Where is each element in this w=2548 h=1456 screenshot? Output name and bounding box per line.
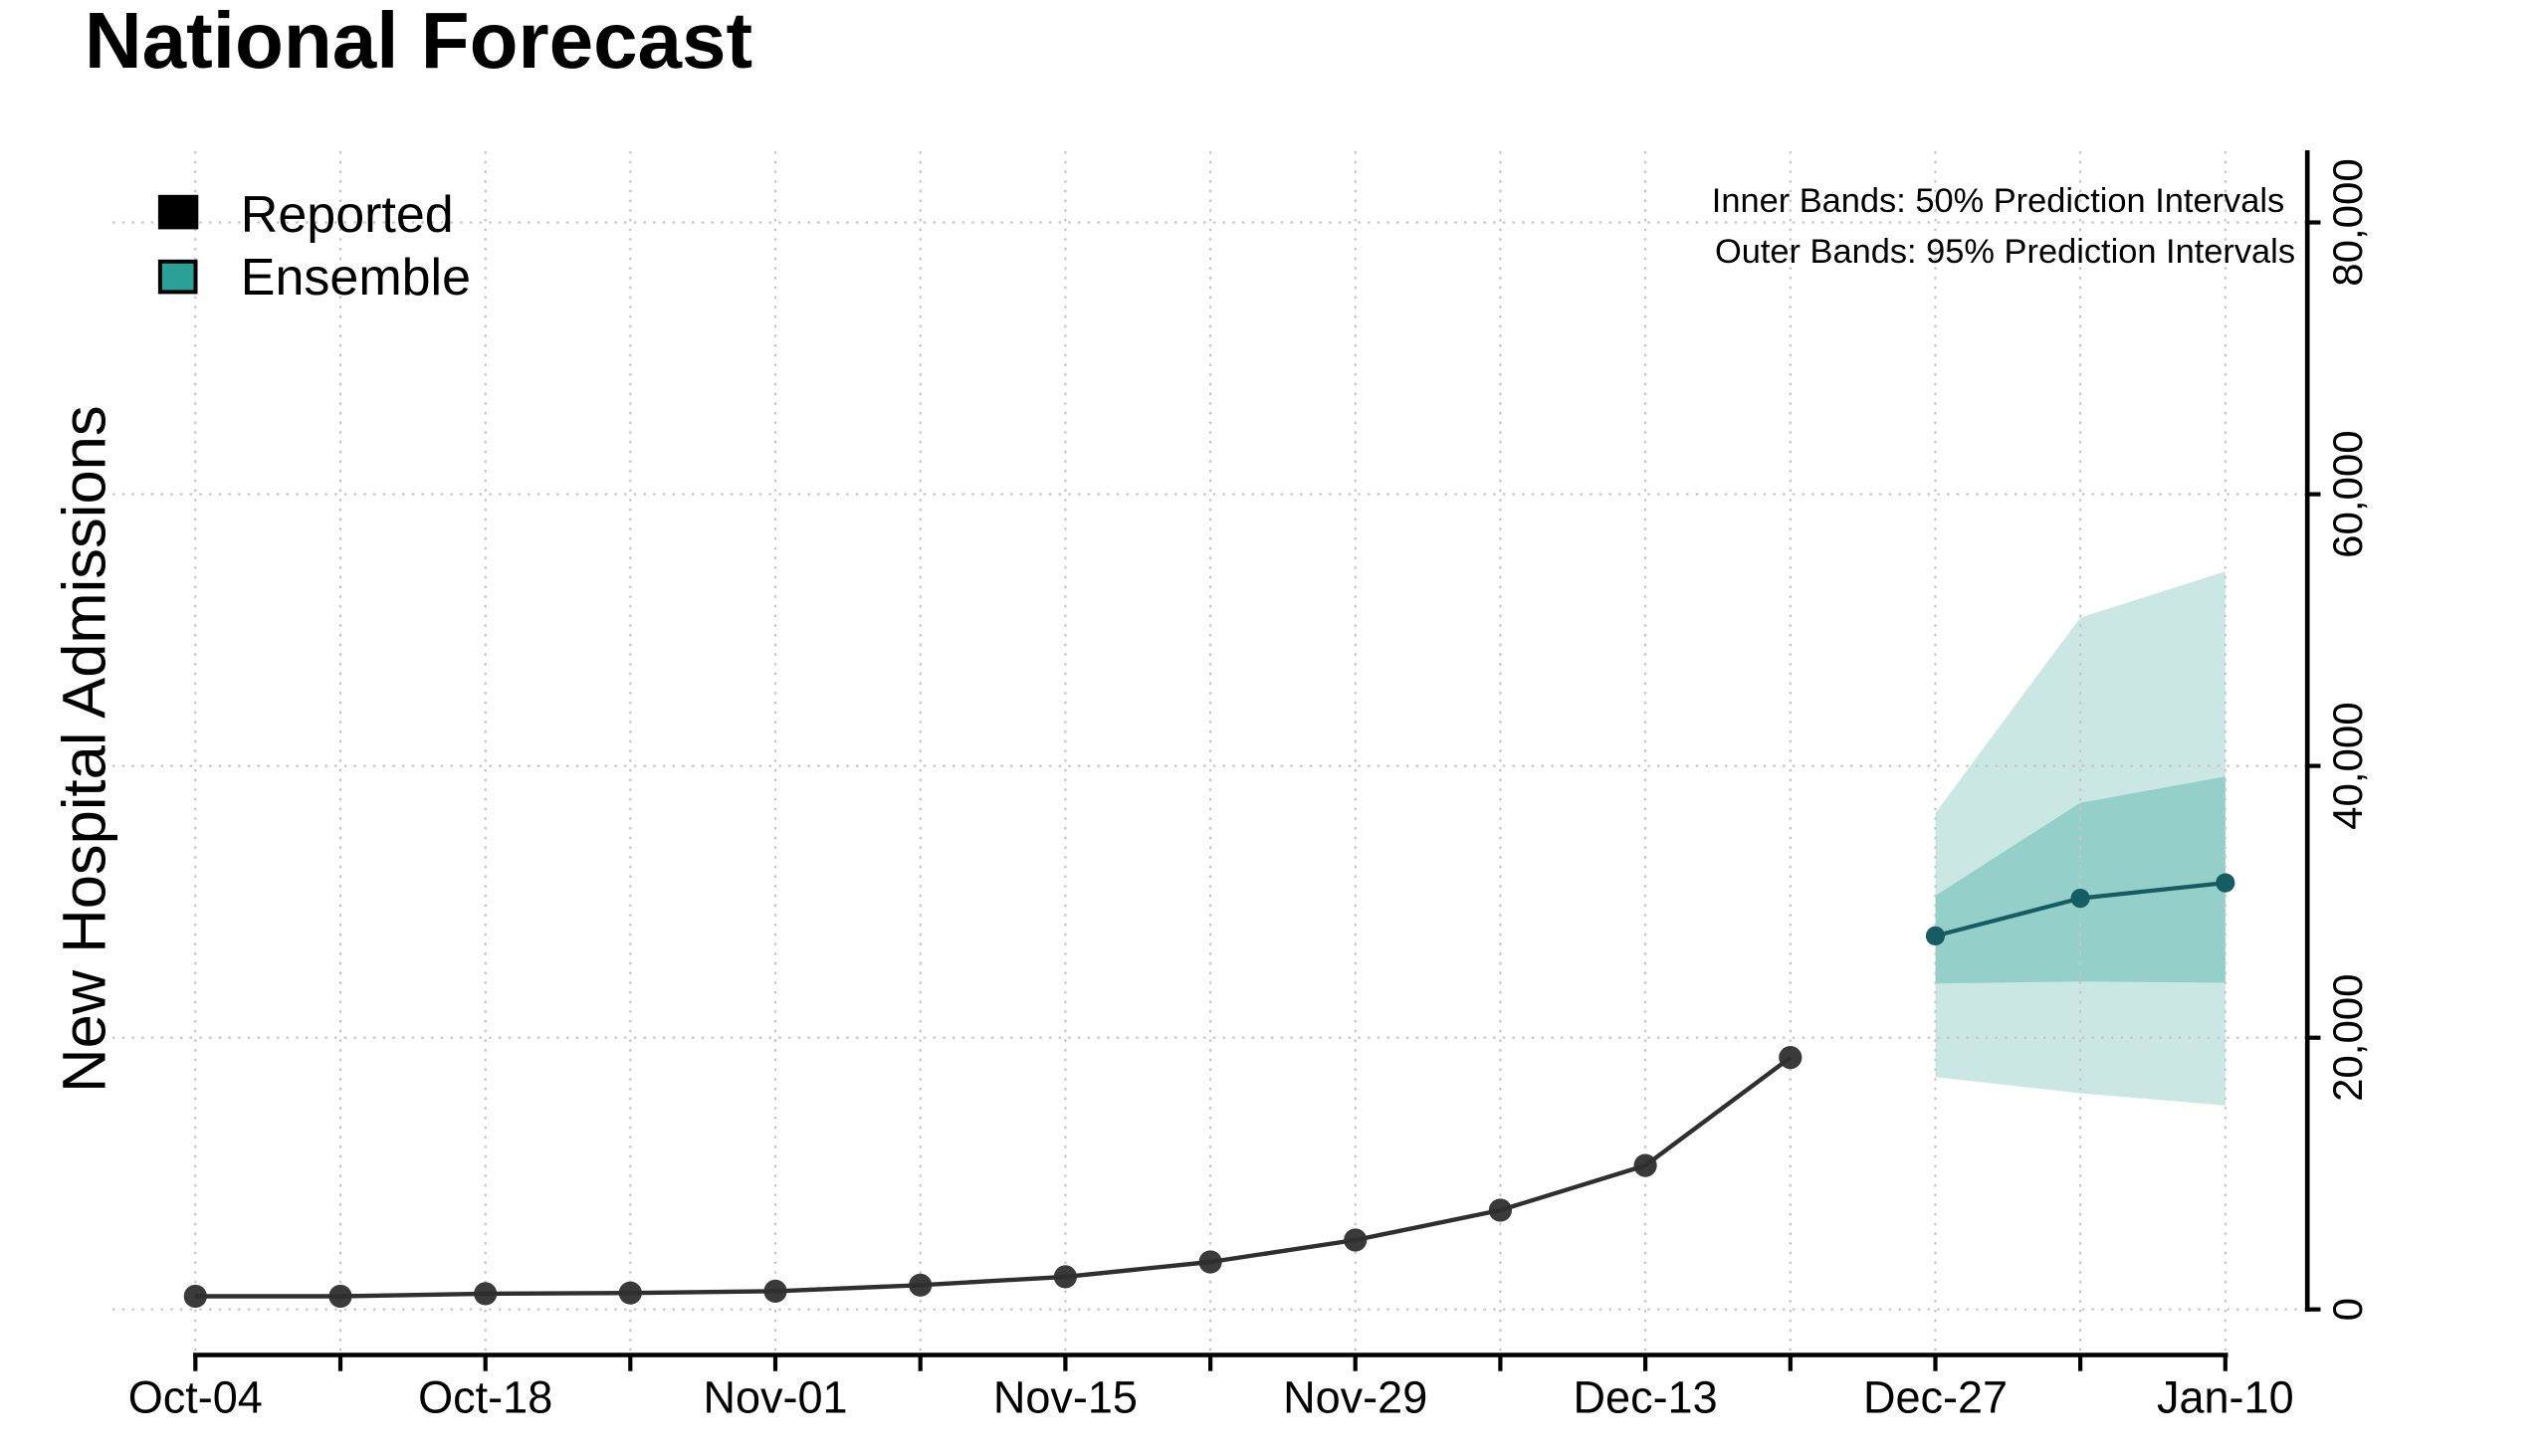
- svg-text:20,000: 20,000: [2324, 973, 2371, 1101]
- svg-text:80,000: 80,000: [2324, 158, 2371, 286]
- svg-text:Nov-29: Nov-29: [1283, 1372, 1427, 1423]
- svg-text:Dec-13: Dec-13: [1574, 1372, 1718, 1423]
- svg-text:Oct-04: Oct-04: [128, 1372, 263, 1423]
- svg-text:National Forecast: National Forecast: [85, 0, 752, 85]
- svg-text:Nov-01: Nov-01: [703, 1372, 847, 1423]
- svg-text:New Hospital Admissions: New Hospital Admissions: [50, 405, 118, 1092]
- svg-text:Reported: Reported: [241, 186, 454, 244]
- svg-text:Dec-27: Dec-27: [1863, 1372, 2008, 1423]
- svg-text:Outer Bands: 95% Prediction In: Outer Bands: 95% Prediction Intervals: [1715, 233, 2295, 271]
- svg-text:0: 0: [2324, 1298, 2371, 1321]
- svg-text:Oct-18: Oct-18: [418, 1372, 552, 1423]
- svg-text:60,000: 60,000: [2324, 430, 2371, 557]
- svg-text:Jan-10: Jan-10: [2157, 1372, 2294, 1423]
- svg-text:Inner Bands: 50% Prediction In: Inner Bands: 50% Prediction Intervals: [1712, 182, 2284, 220]
- svg-text:Ensemble: Ensemble: [241, 249, 471, 307]
- svg-text:Nov-15: Nov-15: [993, 1372, 1138, 1423]
- svg-text:40,000: 40,000: [2324, 702, 2371, 829]
